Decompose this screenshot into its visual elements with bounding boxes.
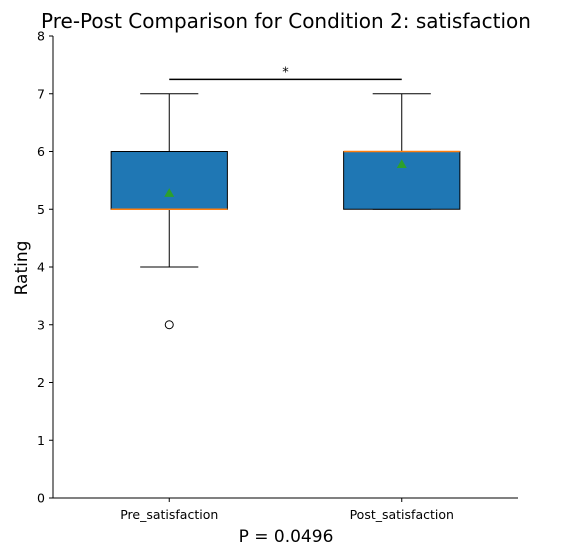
x-axis-label: P = 0.0496 xyxy=(239,527,334,547)
y-ticks: 0 1 2 3 4 5 6 7 8 xyxy=(37,29,53,506)
y-axis-label: Rating xyxy=(12,241,32,296)
y-tick-label: 5 xyxy=(37,202,45,217)
y-tick-label: 2 xyxy=(37,375,45,390)
x-tick-label: Post_satisfaction xyxy=(350,507,454,522)
y-tick-label: 3 xyxy=(37,317,45,332)
box-2 xyxy=(344,94,460,210)
box-body xyxy=(111,152,227,210)
significance-label: * xyxy=(282,65,289,80)
y-tick-label: 4 xyxy=(37,260,45,275)
y-tick-label: 0 xyxy=(37,491,45,506)
x-tick-label: Pre_satisfaction xyxy=(120,507,218,522)
box-1 xyxy=(111,94,227,329)
chart-title: Pre-Post Comparison for Condition 2: sat… xyxy=(41,9,531,33)
significance-annotation: * xyxy=(169,65,402,80)
y-tick-label: 6 xyxy=(37,144,45,159)
y-tick-label: 1 xyxy=(37,433,45,448)
y-tick-label: 8 xyxy=(37,29,45,44)
boxes xyxy=(111,94,460,329)
y-tick-label: 7 xyxy=(37,86,45,101)
x-ticks: Pre_satisfaction Post_satisfaction xyxy=(120,498,454,522)
outlier-point xyxy=(165,321,173,329)
